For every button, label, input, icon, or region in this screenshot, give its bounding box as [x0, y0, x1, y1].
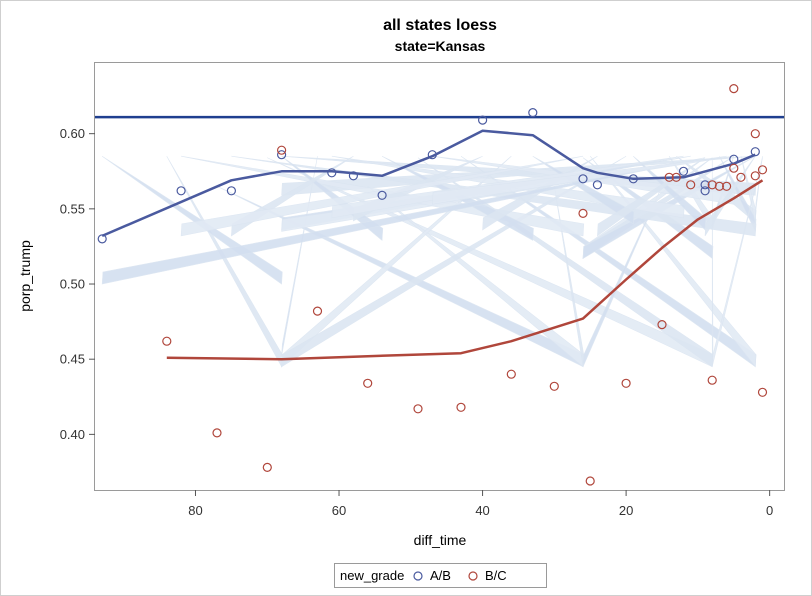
point-bc: [671, 172, 681, 182]
point-ab: [427, 150, 437, 160]
chart-title: all states loess: [383, 17, 497, 34]
point-bc: [621, 378, 631, 388]
y-axis-label: porp_trump: [17, 240, 33, 312]
point-bc: [363, 378, 373, 388]
y-tick-label: 0.55: [60, 201, 85, 216]
point-ab: [700, 186, 710, 196]
point-ab: [528, 107, 538, 118]
legend-marker-ab: [413, 571, 423, 581]
point-ab: [478, 115, 488, 125]
point-ab: [592, 180, 603, 190]
y-tick-label: 0.50: [60, 277, 85, 292]
point-ab: [678, 166, 689, 176]
point-bc: [312, 306, 323, 316]
band-stripe: [231, 155, 354, 237]
band-stripe: [633, 155, 707, 231]
point-ab: [277, 150, 287, 160]
x-axis: 80 60 40 20 0: [188, 490, 773, 518]
point-bc: [686, 180, 696, 190]
legend-label-ab: A/B: [430, 568, 451, 583]
point-bc: [757, 165, 768, 175]
band-stripe: [101, 157, 706, 285]
y-tick-label: 0.60: [60, 126, 85, 141]
y-tick-label: 0.40: [60, 427, 85, 442]
point-bc: [162, 336, 172, 346]
point-bc: [729, 83, 739, 94]
point-bc: [707, 375, 717, 385]
point-bc: [714, 181, 725, 191]
point-bc: [212, 428, 222, 438]
x-tick-label: 80: [188, 503, 202, 518]
y-tick-label: 0.45: [60, 352, 85, 367]
band-stripe: [597, 157, 706, 237]
point-ab: [578, 174, 588, 184]
point-ab: [377, 190, 387, 200]
band-stripe: [711, 157, 763, 367]
legend-box: [334, 563, 547, 588]
point-bc: [578, 208, 588, 218]
point-ab: [750, 147, 760, 157]
x-tick-label: 20: [619, 503, 633, 518]
point-bc: [721, 181, 732, 191]
x-tick-label: 0: [766, 503, 773, 518]
point-bc: [750, 171, 760, 181]
point-ab: [97, 234, 107, 244]
point-bc: [413, 404, 423, 414]
point-bc: [456, 402, 466, 412]
band-stripe: [281, 155, 627, 368]
point-bc: [750, 129, 760, 139]
band-stripe: [532, 155, 635, 225]
point-bc: [585, 476, 595, 486]
point-bc: [262, 462, 272, 472]
point-bc: [757, 387, 768, 397]
plot-area: [94, 62, 785, 491]
point-ab: [176, 186, 186, 196]
loess-line-bc: [166, 179, 764, 361]
legend-label-bc: B/C: [485, 568, 507, 583]
chart-subtitle: state=Kansas: [395, 38, 486, 54]
plot-border: [94, 62, 785, 491]
point-bc: [549, 381, 559, 391]
x-tick-label: 60: [332, 503, 346, 518]
legend-title: new_grade: [340, 568, 404, 583]
band-stripe: [180, 155, 584, 237]
point-ab: [348, 171, 358, 181]
band-stripe: [281, 156, 318, 357]
loess-curves: [101, 129, 764, 361]
y-axis: 0.40 0.45 0.50 0.55 0.60: [60, 126, 95, 442]
legend-marker-bc: [468, 571, 478, 581]
point-ab: [700, 180, 710, 190]
point-ab: [628, 174, 638, 184]
band-stripe: [704, 156, 756, 237]
point-bc: [729, 163, 739, 173]
point-bc: [736, 172, 746, 182]
band-stripe: [582, 186, 663, 367]
legend: new_grade A/B B/C: [334, 563, 547, 588]
point-ab: [226, 186, 236, 196]
x-axis-label: diff_time: [414, 532, 467, 548]
point-bc: [657, 320, 667, 330]
x-tick-label: 40: [475, 503, 489, 518]
point-ab: [729, 154, 739, 164]
point-bc: [664, 172, 674, 182]
band-stripe: [754, 156, 763, 215]
point-bc: [506, 369, 516, 379]
loess-line-ab: [101, 129, 756, 238]
point-bc: [277, 145, 287, 155]
point-ab: [327, 168, 337, 178]
scatter-points: [97, 83, 768, 486]
